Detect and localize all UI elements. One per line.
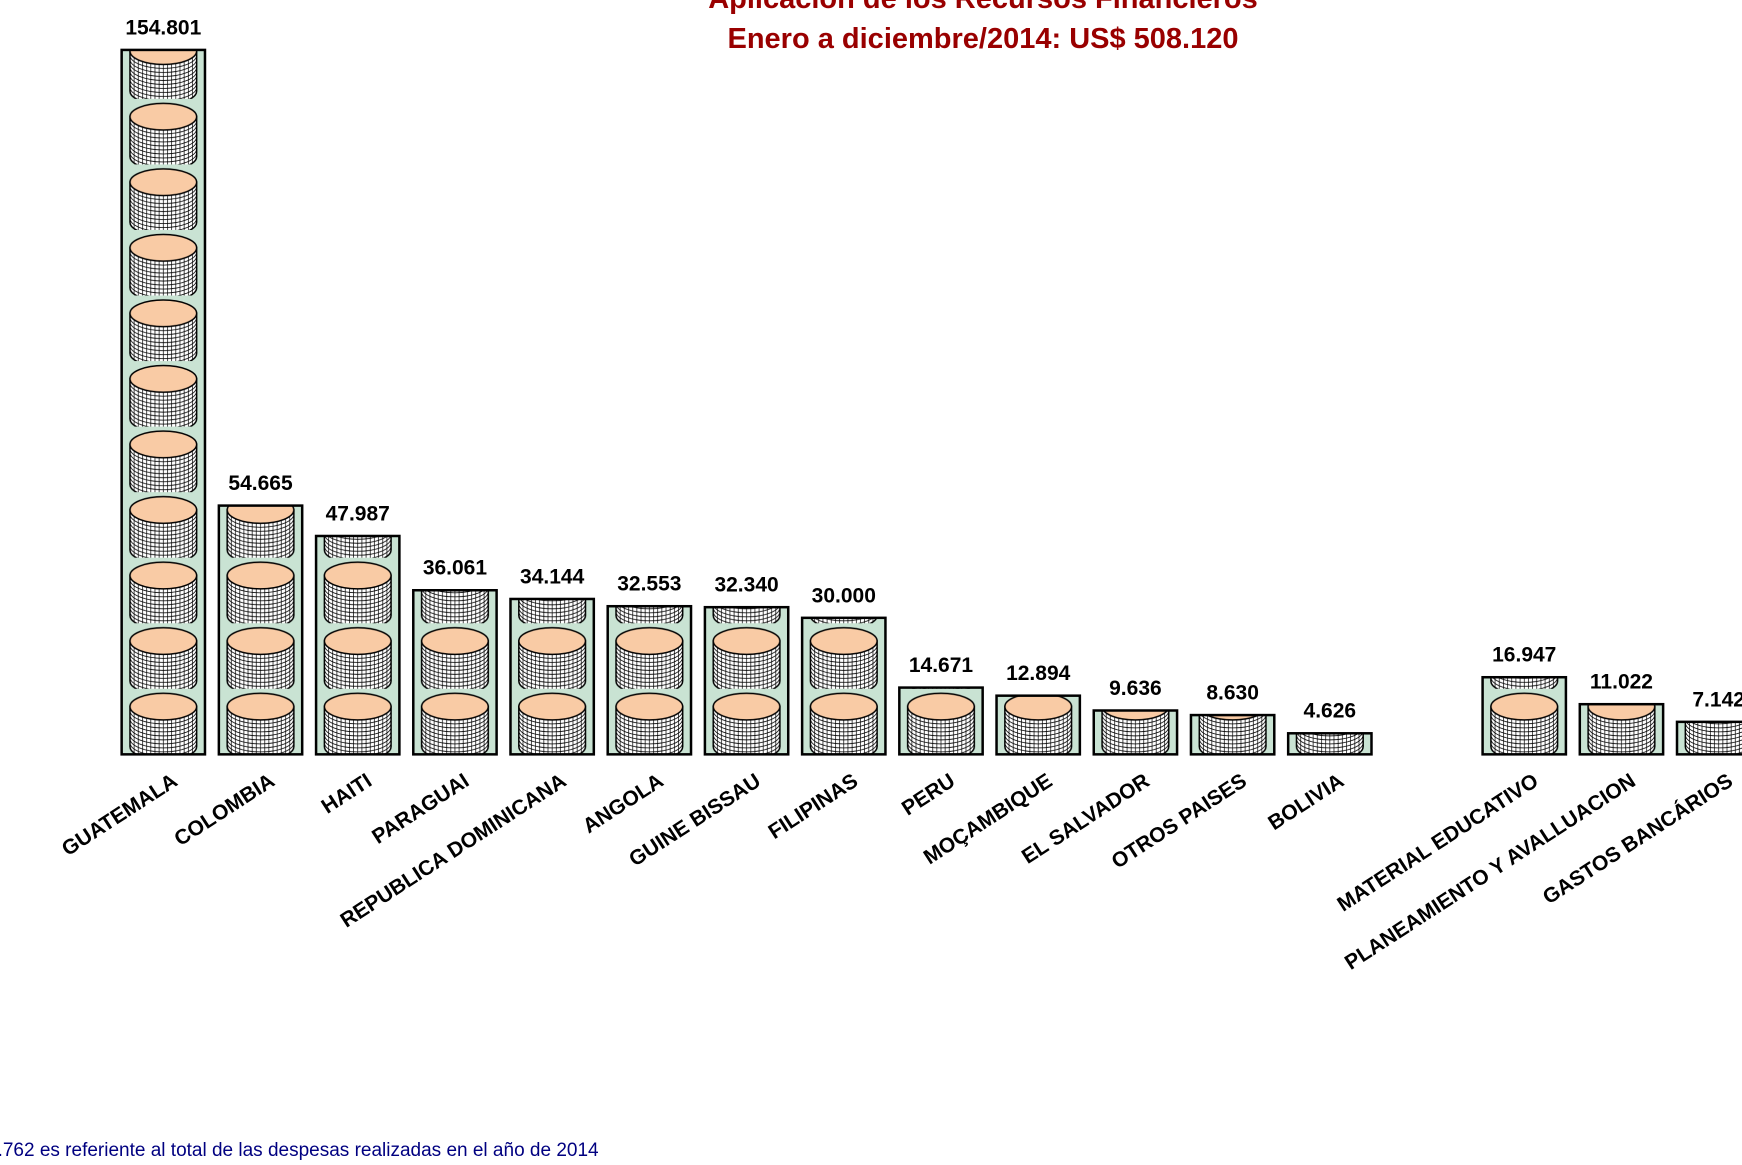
value-label: 54.665: [228, 472, 293, 495]
bar: [316, 536, 399, 754]
chart-title: Aplicación de los Recursos Financieros: [708, 0, 1258, 15]
value-label: 30.000: [812, 584, 876, 607]
bar: [1483, 677, 1566, 754]
value-label: 47.987: [326, 502, 390, 525]
chart: Aplicación de los Recursos Financieros E…: [0, 0, 1742, 1165]
x-tick-label: HAITI: [317, 769, 376, 818]
value-label: 4.626: [1304, 700, 1357, 723]
bar: [705, 607, 788, 754]
bar: [899, 688, 982, 755]
value-label: 9.636: [1109, 677, 1162, 700]
value-label: 32.553: [617, 573, 681, 596]
bar: [802, 618, 885, 755]
value-label: 36.061: [423, 557, 488, 580]
value-label: 12.894: [1006, 662, 1071, 685]
bar: [1288, 733, 1371, 754]
x-tick-label: COLOMBIA: [170, 769, 278, 851]
bar: [1191, 715, 1274, 754]
page: {"chart_data": {"type": "bar", "title": …: [0, 0, 1742, 1165]
x-tick-label: BOLIVIA: [1264, 769, 1348, 835]
bar: [1677, 722, 1742, 754]
x-tick-label: GUATEMALA: [58, 769, 182, 861]
value-label: 34.144: [520, 565, 585, 588]
bar: [1094, 710, 1177, 754]
value-label: 8.630: [1206, 682, 1259, 705]
x-tick-label: PERU: [898, 769, 959, 820]
bar: [608, 606, 691, 754]
bar: [122, 50, 205, 754]
bar: [413, 590, 496, 754]
footnote: 3.762 es referiente al total de las desp…: [0, 1140, 599, 1161]
value-label: 32.340: [714, 574, 778, 597]
value-label: 14.671: [909, 654, 974, 677]
value-label: 154.801: [125, 16, 201, 39]
value-label: 7.142: [1692, 688, 1742, 711]
value-label: 11.022: [1590, 671, 1653, 694]
bar: [1580, 704, 1663, 754]
bar: [997, 696, 1080, 755]
x-tick-label: GASTOS BANCÁRIOS: [1539, 769, 1737, 909]
value-label: 16.947: [1492, 644, 1556, 667]
bar: [510, 599, 593, 754]
bar: [219, 506, 302, 755]
x-tick-label: ANGOLA: [579, 769, 668, 838]
chart-subtitle: Enero a diciembre/2014: US$ 508.120: [727, 23, 1238, 55]
x-tick-label: FILIPINAS: [764, 769, 862, 844]
